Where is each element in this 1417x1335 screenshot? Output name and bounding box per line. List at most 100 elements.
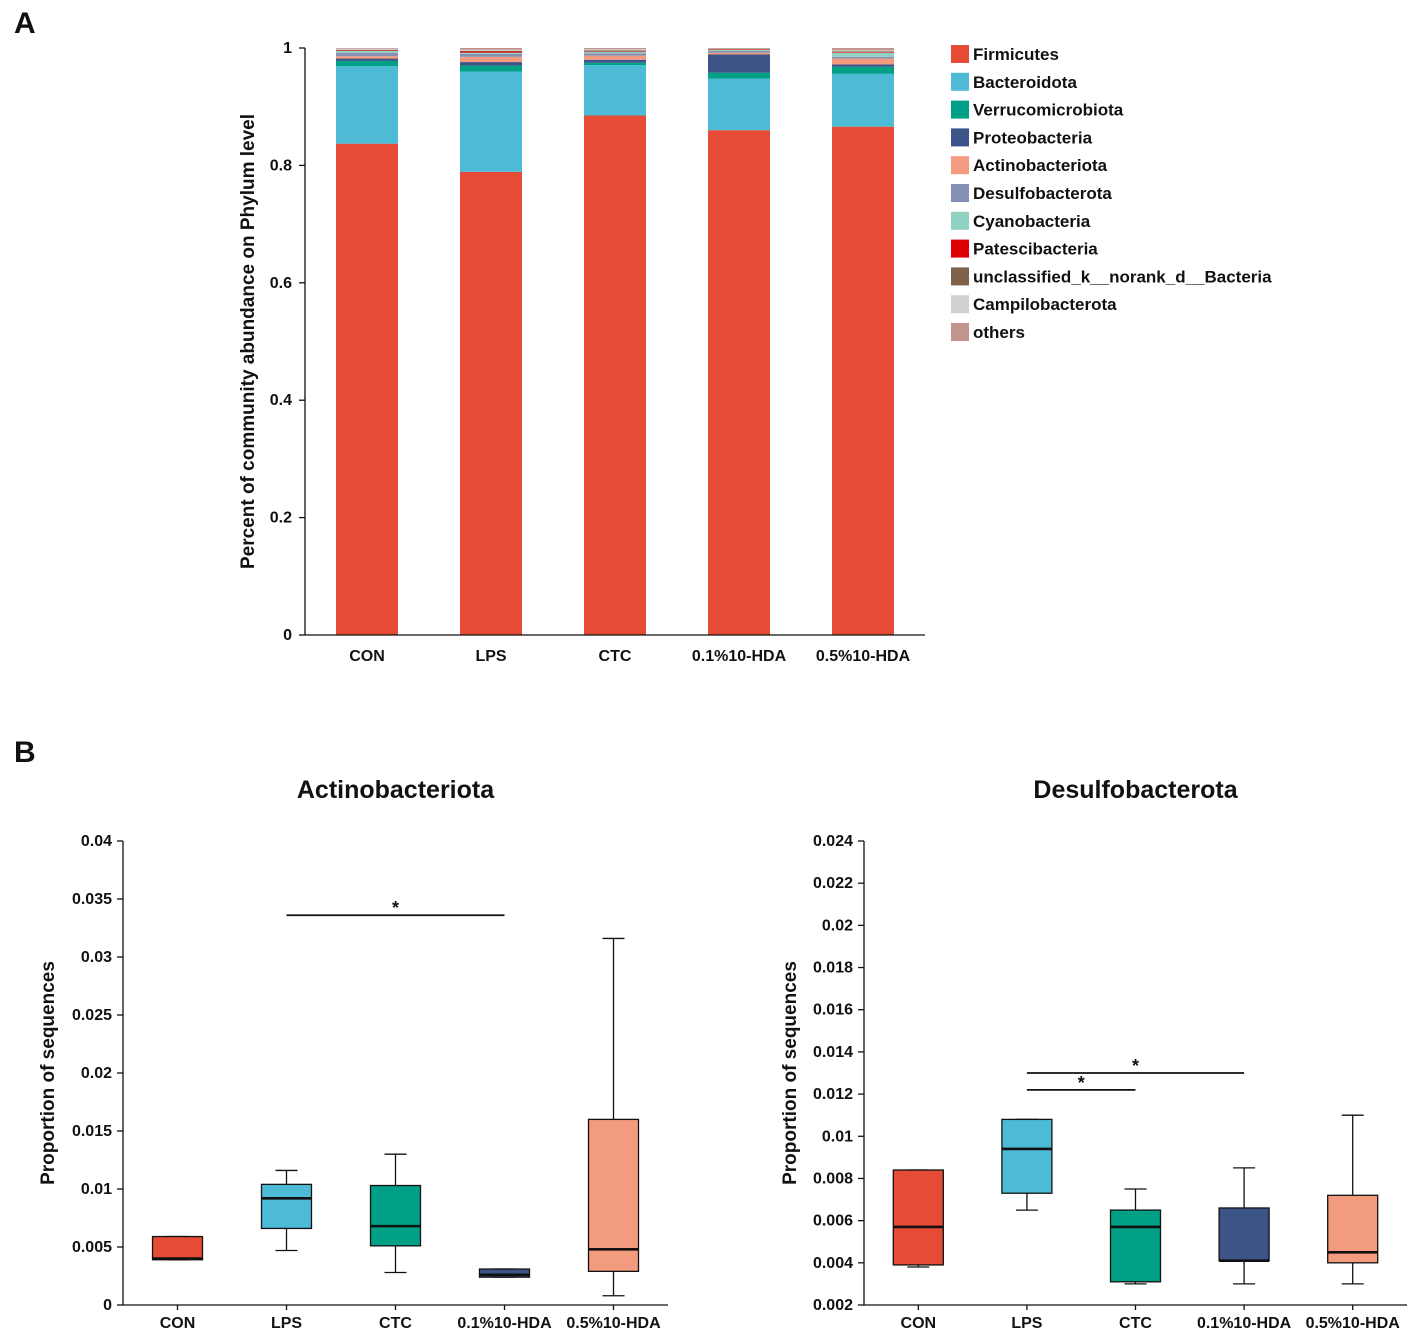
bar-segment-0-1-10-hda-unclassified-k-norank-d-bacteria bbox=[708, 48, 770, 50]
legend-swatch-unclassified-k-norank-d-bacteria bbox=[951, 267, 969, 286]
bar-segment-lps-patescibacteria bbox=[460, 51, 522, 53]
actino-y-tick-label: 0.01 bbox=[81, 1181, 112, 1198]
bar-segment-0-1-10-hda-bacteroidota bbox=[708, 78, 770, 131]
bar-segment-0-5-10-hda-actinobacteriota bbox=[832, 58, 894, 65]
bar-segment-0-1-10-hda-actinobacteriota bbox=[708, 52, 770, 55]
actino-lps-box bbox=[260, 1183, 313, 1230]
bar-segment-0-1-10-hda-verrucomicrobiota bbox=[708, 72, 770, 79]
actino-y-tick-label: 0.025 bbox=[72, 1007, 112, 1024]
actino-y-tick-label: 0 bbox=[103, 1297, 112, 1314]
desulfo-y-tick-label: 0.008 bbox=[813, 1170, 853, 1187]
desulfo-y-tick-label: 0.014 bbox=[813, 1044, 853, 1061]
bar-segment-con-cyanobacteria bbox=[336, 50, 398, 53]
bar-segment-ctc-proteobacteria bbox=[584, 59, 646, 63]
desulfo-significance-label-1: * bbox=[1132, 1056, 1139, 1076]
desulfo-x-tick-label-con: CON bbox=[901, 1315, 937, 1332]
bar-segment-ctc-bacteroidota bbox=[584, 65, 646, 116]
desulfo-y-tick-label: 0.022 bbox=[813, 875, 853, 892]
bar-segment-ctc-patescibacteria bbox=[584, 50, 646, 52]
desulfo-x-tick-label-lps: LPS bbox=[1011, 1315, 1042, 1332]
desulfo-lps-box bbox=[1001, 1118, 1053, 1194]
desulfo-x-tick-label-0-5-10-hda: 0.5%10-HDA bbox=[1306, 1315, 1401, 1332]
bar-segment-lps-verrucomicrobiota bbox=[460, 65, 522, 72]
x-tick-label-con: CON bbox=[349, 648, 385, 665]
bar-segment-ctc-unclassified-k-norank-d-bacteria bbox=[584, 50, 646, 51]
bar-segment-0-5-10-hda-bacteroidota bbox=[832, 73, 894, 127]
legend-swatch-verrucomicrobiota bbox=[951, 100, 969, 119]
bar-segment-con-desulfobacterota bbox=[336, 52, 398, 57]
desulfo-y-tick-label: 0.004 bbox=[813, 1255, 853, 1272]
bar-segment-0-5-10-hda-patescibacteria bbox=[832, 52, 894, 53]
desulfo-y-axis-title: Proportion of sequences bbox=[780, 961, 801, 1185]
actino-significance-label-0: * bbox=[392, 898, 399, 918]
desulfo-y-tick-label: 0.024 bbox=[813, 833, 853, 850]
bar-segment-0-5-10-hda-cyanobacteria bbox=[832, 52, 894, 57]
legend-swatch-bacteroidota bbox=[951, 72, 969, 91]
actino-y-tick-label: 0.035 bbox=[72, 891, 112, 908]
legend-label-proteobacteria: Proteobacteria bbox=[973, 128, 1093, 147]
bar-segment-ctc-actinobacteriota bbox=[584, 55, 646, 60]
y-tick-label: 0.8 bbox=[270, 157, 292, 174]
bar-segment-0-5-10-hda-verrucomicrobiota bbox=[832, 66, 894, 74]
bar-segment-con-unclassified-k-norank-d-bacteria bbox=[336, 49, 398, 51]
panel-b-label: B bbox=[14, 736, 36, 769]
actino-x-tick-label-0-1-10-hda: 0.1%10-HDA bbox=[457, 1315, 552, 1332]
bar-segment-lps-actinobacteriota bbox=[460, 56, 522, 63]
desulfo-y-tick-label: 0.02 bbox=[822, 917, 853, 934]
bar-segment-con-firmicutes bbox=[336, 143, 398, 635]
bar-segment-con-actinobacteriota bbox=[336, 56, 398, 59]
bar-segment-con-patescibacteria bbox=[336, 50, 398, 51]
stacked-bar-chart: CON LPS CTC 0.1%10-HDA 0.5%10-HDA 0 0.2 0.4 0.6 0… bbox=[238, 40, 925, 665]
bar-segment-con-verrucomicrobiota bbox=[336, 60, 398, 67]
x-tick-label-0-1-10-hda: 0.1%10-HDA bbox=[692, 648, 787, 665]
y-tick-label: 0.2 bbox=[270, 510, 292, 527]
legend-label-unclassified-k-norank-d-bacteria: unclassified_k__norank_d__Bacteria bbox=[973, 267, 1272, 286]
bar-segment-0-1-10-hda-campilobacterota bbox=[708, 48, 770, 49]
actino-ctc-box bbox=[369, 1184, 422, 1247]
legend-swatch-others bbox=[951, 323, 969, 341]
actino-x-tick-label-con: CON bbox=[160, 1315, 196, 1332]
bar-segment-0-1-10-hda-patescibacteria bbox=[708, 49, 770, 50]
bar-segment-0-1-10-hda-firmicutes bbox=[708, 130, 770, 635]
desulfo-0-1-10-hda-box bbox=[1218, 1207, 1270, 1262]
bar-segment-lps-cyanobacteria bbox=[460, 52, 522, 54]
legend-label-firmicutes: Firmicutes bbox=[973, 45, 1059, 64]
x-tick-label-lps: LPS bbox=[475, 648, 506, 665]
bar-segment-lps-unclassified-k-norank-d-bacteria bbox=[460, 50, 522, 52]
bar-segment-con-others bbox=[336, 48, 398, 49]
bar-segment-0-1-10-hda-proteobacteria bbox=[708, 54, 770, 73]
desulfobacterota-box-plot: Desulfobacterota 0.002 0.004 0.006 0.008 0.01… bbox=[780, 776, 1407, 1332]
bar-segment-0-5-10-hda-firmicutes bbox=[832, 126, 894, 636]
actino-con-box bbox=[151, 1235, 204, 1261]
desulfo-ctc-box bbox=[1109, 1209, 1162, 1283]
legend-swatch-cyanobacteria bbox=[951, 211, 969, 230]
desulfo-y-tick-label: 0.012 bbox=[813, 1086, 853, 1103]
actino-y-tick-label: 0.02 bbox=[81, 1065, 112, 1082]
bar-segment-lps-bacteroidota bbox=[460, 71, 522, 172]
bar-segment-0-5-10-hda-unclassified-k-norank-d-bacteria bbox=[832, 51, 894, 53]
actino-y-tick-label: 0.03 bbox=[81, 949, 112, 966]
bar-segment-lps-others bbox=[460, 48, 522, 50]
x-tick-label-ctc: CTC bbox=[599, 648, 632, 665]
bar-segment-ctc-campilobacterota bbox=[584, 49, 646, 51]
legend-label-campilobacterota: Campilobacterota bbox=[973, 295, 1117, 314]
desulfo-con-box bbox=[892, 1169, 944, 1266]
bar-segment-0-1-10-hda-desulfobacterota bbox=[708, 50, 770, 53]
legend-label-desulfobacterota: Desulfobacterota bbox=[973, 184, 1112, 203]
actino-title: Actinobacteriota bbox=[297, 776, 495, 804]
x-tick-label-0-5-10-hda: 0.5%10-HDA bbox=[816, 648, 911, 665]
bar-segment-0-5-10-hda-desulfobacterota bbox=[832, 56, 894, 59]
bar-segment-0-5-10-hda-others bbox=[832, 48, 894, 51]
desulfo-y-tick-label: 0.01 bbox=[822, 1128, 853, 1145]
actino-0-5-10-hda-box bbox=[587, 1118, 640, 1273]
desulfo-y-tick-label: 0.018 bbox=[813, 960, 853, 977]
actino-x-tick-label-lps: LPS bbox=[271, 1315, 302, 1332]
bar-segment-con-campilobacterota bbox=[336, 48, 398, 50]
actino-y-tick-label: 0.015 bbox=[72, 1123, 112, 1140]
chart-legend: Firmicutes Bacteroidota Verrucomicrobiota P… bbox=[951, 45, 1272, 342]
bar-segment-ctc-firmicutes bbox=[584, 115, 646, 635]
bar-segment-ctc-desulfobacterota bbox=[584, 53, 646, 56]
legend-label-actinobacteriota: Actinobacteriota bbox=[973, 156, 1108, 175]
desulfo-x-tick-label-ctc: CTC bbox=[1119, 1315, 1152, 1332]
